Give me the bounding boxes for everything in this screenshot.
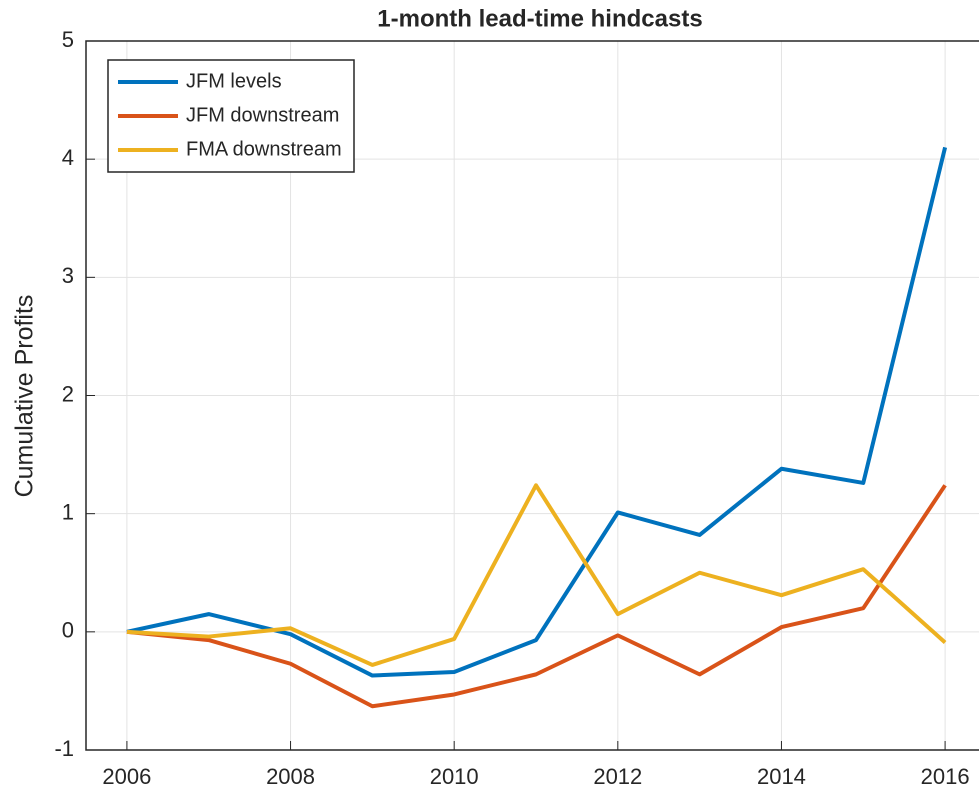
legend-label: FMA downstream bbox=[186, 138, 342, 160]
y-tick-label: 4 bbox=[62, 145, 74, 170]
legend-label: JFM levels bbox=[186, 70, 282, 92]
y-tick-label: 3 bbox=[62, 263, 74, 288]
y-tick-label: -1 bbox=[54, 736, 74, 761]
y-tick-label: 5 bbox=[62, 27, 74, 52]
y-tick-label: 2 bbox=[62, 381, 74, 406]
y-tick-label: 1 bbox=[62, 499, 74, 524]
x-tick-label: 2006 bbox=[102, 764, 151, 789]
x-tick-label: 2014 bbox=[757, 764, 806, 789]
x-tick-label: 2010 bbox=[430, 764, 479, 789]
legend-label: JFM downstream bbox=[186, 104, 339, 126]
series-line bbox=[126, 483, 947, 667]
y-axis-label: Cumulative Profits bbox=[11, 295, 39, 498]
y-tick-label: 0 bbox=[62, 618, 74, 643]
chart-title: 1-month lead-time hindcasts bbox=[377, 5, 702, 32]
series-line bbox=[126, 484, 947, 709]
series-line bbox=[126, 146, 948, 678]
x-tick-label: 2012 bbox=[593, 764, 642, 789]
x-tick-label: 2016 bbox=[921, 764, 970, 789]
plot-frame bbox=[85, 40, 979, 751]
x-tick-label: 2008 bbox=[266, 764, 315, 789]
